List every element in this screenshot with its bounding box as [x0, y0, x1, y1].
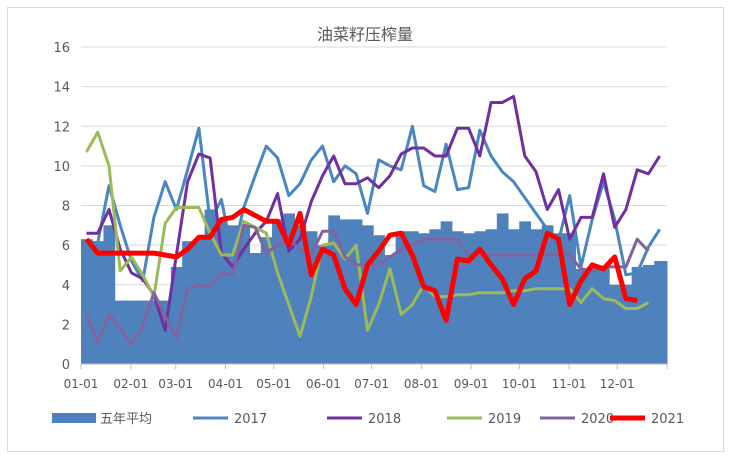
area-bar-五年平均: [126, 301, 138, 364]
y-tick-label: 8: [62, 200, 70, 215]
area-bar-五年平均: [81, 239, 93, 364]
legend-label-2018: 2018: [368, 412, 401, 427]
x-tick-label: 08-01: [404, 377, 439, 391]
chart-title: 油菜籽压榨量: [317, 25, 413, 44]
y-tick-label: 10: [53, 160, 70, 175]
legend-label-2020: 2020: [581, 412, 614, 427]
area-bar-五年平均: [103, 225, 115, 364]
y-tick-label: 12: [53, 120, 70, 135]
x-tick-label: 01-01: [64, 377, 99, 391]
area-bar-五年平均: [587, 267, 599, 364]
x-tick-label: 07-01: [354, 377, 389, 391]
x-tick-label: 03-01: [158, 377, 193, 391]
y-tick-label: 14: [53, 81, 70, 96]
area-bar-五年平均: [193, 239, 205, 364]
area-bar-五年平均: [418, 233, 430, 364]
area-bar-五年平均: [452, 231, 464, 364]
x-tick-label: 09-01: [454, 377, 489, 391]
legend-label-2017: 2017: [234, 412, 267, 427]
area-bar-五年平均: [643, 265, 655, 364]
y-tick-label: 16: [53, 41, 70, 56]
x-tick-label: 10-01: [502, 377, 537, 391]
area-bar-五年平均: [654, 261, 667, 364]
area-bar-五年平均: [632, 267, 644, 364]
area-bar-五年平均: [250, 253, 262, 364]
area-bar-五年平均: [609, 285, 621, 364]
y-tick-label: 2: [62, 318, 70, 333]
area-bar-五年平均: [272, 219, 284, 364]
x-tick-label: 02-01: [113, 377, 148, 391]
legend-label-2019: 2019: [488, 412, 521, 427]
x-tick-label: 12-01: [600, 377, 635, 391]
legend-label-2021: 2021: [651, 412, 684, 427]
y-tick-label: 4: [62, 279, 70, 294]
area-bar-五年平均: [486, 229, 498, 364]
y-tick-label: 6: [62, 239, 70, 254]
area-bar-五年平均: [328, 215, 340, 364]
x-tick-label: 05-01: [256, 377, 291, 391]
x-tick-label: 06-01: [306, 377, 341, 391]
legend-label-五年平均: 五年平均: [100, 412, 152, 427]
legend-swatch-五年平均: [52, 413, 96, 423]
x-tick-label: 11-01: [552, 377, 587, 391]
x-tick-label: 04-01: [208, 377, 243, 391]
area-bar-五年平均: [216, 219, 228, 364]
y-tick-label: 0: [62, 358, 70, 373]
area-bar-五年平均: [598, 267, 610, 364]
area-bar-五年平均: [261, 237, 273, 364]
area-bar-五年平均: [92, 241, 104, 364]
